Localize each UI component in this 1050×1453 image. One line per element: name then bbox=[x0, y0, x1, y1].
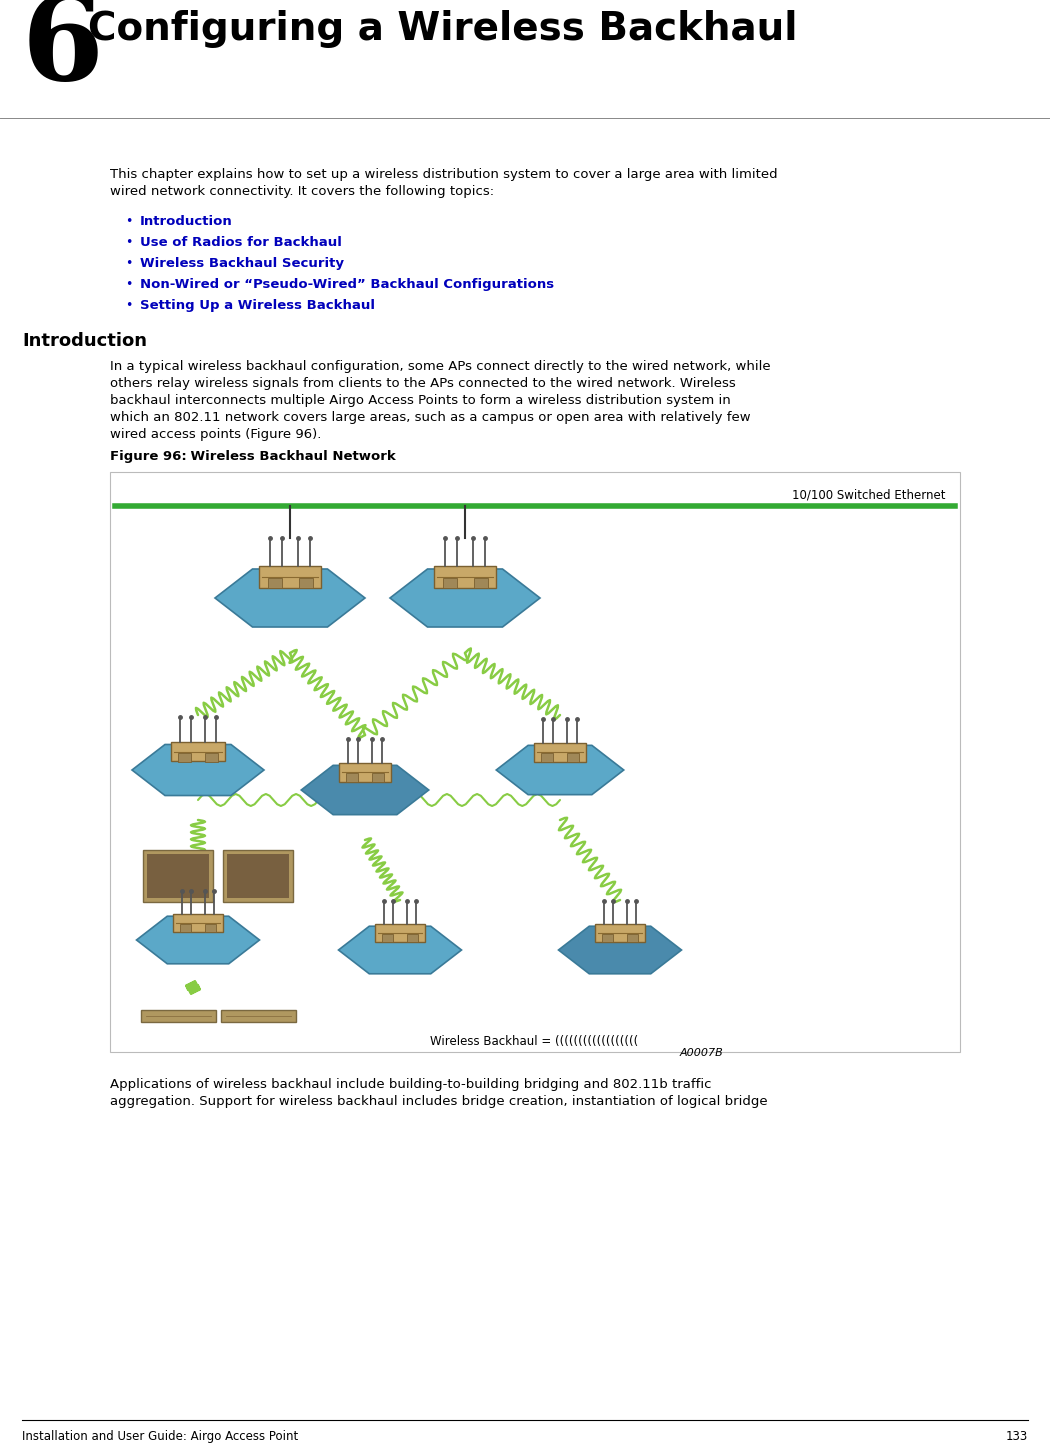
FancyBboxPatch shape bbox=[141, 1010, 215, 1021]
FancyBboxPatch shape bbox=[220, 1010, 295, 1021]
Polygon shape bbox=[390, 570, 540, 628]
FancyBboxPatch shape bbox=[594, 924, 646, 942]
Polygon shape bbox=[497, 745, 624, 795]
Text: Setting Up a Wireless Backhaul: Setting Up a Wireless Backhaul bbox=[140, 299, 375, 312]
Text: Wireless Backhaul Security: Wireless Backhaul Security bbox=[140, 257, 344, 270]
FancyBboxPatch shape bbox=[172, 914, 224, 931]
Text: Use of Radios for Backhaul: Use of Radios for Backhaul bbox=[140, 235, 342, 248]
FancyBboxPatch shape bbox=[143, 850, 213, 902]
Text: others relay wireless signals from clients to the APs connected to the wired net: others relay wireless signals from clien… bbox=[110, 376, 736, 389]
Text: Wireless Backhaul Network: Wireless Backhaul Network bbox=[172, 450, 396, 464]
FancyBboxPatch shape bbox=[206, 753, 217, 761]
Polygon shape bbox=[215, 570, 365, 628]
Text: •: • bbox=[125, 235, 132, 248]
Text: This chapter explains how to set up a wireless distribution system to cover a la: This chapter explains how to set up a wi… bbox=[110, 169, 778, 182]
FancyBboxPatch shape bbox=[407, 934, 419, 942]
Text: wired network connectivity. It covers the following topics:: wired network connectivity. It covers th… bbox=[110, 185, 495, 198]
FancyBboxPatch shape bbox=[474, 578, 487, 588]
FancyBboxPatch shape bbox=[381, 934, 393, 942]
Text: Introduction: Introduction bbox=[140, 215, 233, 228]
FancyBboxPatch shape bbox=[147, 854, 209, 898]
Text: 6: 6 bbox=[22, 0, 104, 105]
Text: which an 802.11 network covers large areas, such as a campus or open area with r: which an 802.11 network covers large are… bbox=[110, 411, 751, 424]
Text: •: • bbox=[125, 299, 132, 312]
Polygon shape bbox=[136, 917, 259, 963]
FancyBboxPatch shape bbox=[375, 924, 425, 942]
FancyBboxPatch shape bbox=[223, 850, 293, 902]
FancyBboxPatch shape bbox=[205, 924, 216, 933]
FancyBboxPatch shape bbox=[345, 773, 358, 782]
Polygon shape bbox=[559, 926, 681, 974]
Text: backhaul interconnects multiple Airgo Access Points to form a wireless distribut: backhaul interconnects multiple Airgo Ac… bbox=[110, 394, 731, 407]
Text: A0007B: A0007B bbox=[680, 1048, 723, 1058]
FancyBboxPatch shape bbox=[533, 742, 586, 761]
FancyBboxPatch shape bbox=[268, 578, 281, 588]
Text: Installation and User Guide: Airgo Access Point: Installation and User Guide: Airgo Acces… bbox=[22, 1430, 298, 1443]
FancyBboxPatch shape bbox=[627, 934, 638, 942]
Polygon shape bbox=[301, 766, 428, 815]
Text: Introduction: Introduction bbox=[22, 331, 147, 350]
Text: 133: 133 bbox=[1006, 1430, 1028, 1443]
FancyBboxPatch shape bbox=[227, 854, 289, 898]
FancyBboxPatch shape bbox=[602, 934, 613, 942]
Text: In a typical wireless backhaul configuration, some APs connect directly to the w: In a typical wireless backhaul configura… bbox=[110, 360, 771, 373]
Text: Configuring a Wireless Backhaul: Configuring a Wireless Backhaul bbox=[88, 10, 798, 48]
Text: wired access points (Figure 96).: wired access points (Figure 96). bbox=[110, 429, 321, 442]
Text: •: • bbox=[125, 257, 132, 270]
Text: 10/100 Switched Ethernet: 10/100 Switched Ethernet bbox=[792, 490, 945, 501]
Bar bbox=[110, 472, 960, 1052]
FancyBboxPatch shape bbox=[567, 753, 580, 761]
FancyBboxPatch shape bbox=[541, 753, 552, 761]
FancyBboxPatch shape bbox=[180, 924, 191, 933]
FancyBboxPatch shape bbox=[171, 742, 226, 761]
Text: •: • bbox=[125, 215, 132, 228]
Polygon shape bbox=[132, 744, 264, 796]
Text: aggregation. Support for wireless backhaul includes bridge creation, instantiati: aggregation. Support for wireless backha… bbox=[110, 1096, 768, 1109]
FancyBboxPatch shape bbox=[178, 753, 190, 761]
FancyBboxPatch shape bbox=[339, 763, 392, 782]
Text: •: • bbox=[125, 278, 132, 291]
Text: Wireless Backhaul = ((((((((((((((((((: Wireless Backhaul = (((((((((((((((((( bbox=[430, 1035, 638, 1048]
FancyBboxPatch shape bbox=[298, 578, 313, 588]
Text: Non-Wired or “Pseudo-Wired” Backhaul Configurations: Non-Wired or “Pseudo-Wired” Backhaul Con… bbox=[140, 278, 554, 291]
FancyBboxPatch shape bbox=[259, 567, 321, 588]
FancyBboxPatch shape bbox=[373, 773, 384, 782]
Polygon shape bbox=[338, 926, 462, 974]
FancyBboxPatch shape bbox=[434, 567, 496, 588]
Text: Figure 96:: Figure 96: bbox=[110, 450, 187, 464]
FancyBboxPatch shape bbox=[442, 578, 457, 588]
Text: Applications of wireless backhaul include building-to-building bridging and 802.: Applications of wireless backhaul includ… bbox=[110, 1078, 712, 1091]
